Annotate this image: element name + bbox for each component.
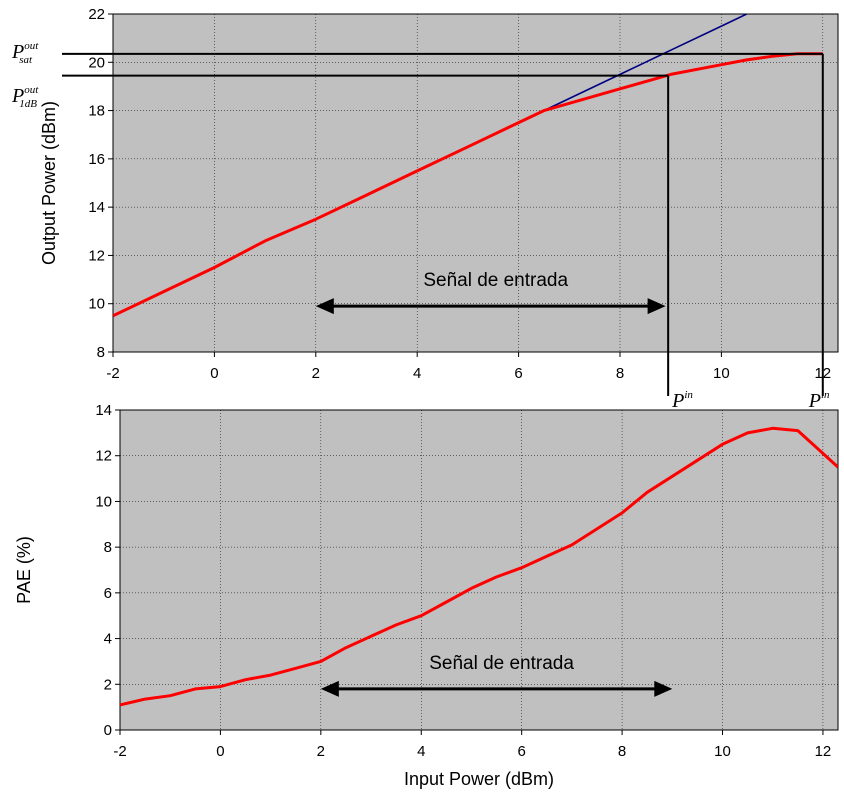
plot-area (119, 409, 839, 731)
pin-1db-label-base: P (671, 390, 684, 412)
arrow-label: Señal de entrada (423, 270, 568, 291)
x-tick-label: 8 (616, 365, 624, 382)
y-tick-label: 6 (104, 585, 112, 602)
pin-1db-label-sup: in (684, 389, 693, 401)
y-tick-label: 14 (88, 199, 105, 216)
x-tick-label: 2 (317, 743, 325, 760)
arrow-head-right (654, 680, 673, 697)
arrow-label: Señal de entrada (429, 653, 574, 674)
x-tick-label: 12 (815, 743, 832, 760)
psat-label-sup: out (24, 40, 39, 52)
x-tick-label: -2 (106, 365, 119, 382)
y-tick-label: 10 (88, 296, 105, 313)
x-axis-label: Input Power (dBm) (404, 769, 554, 789)
x-tick-label: 4 (413, 365, 421, 382)
x-tick-label: -2 (113, 743, 126, 760)
x-tick-label: 8 (618, 743, 626, 760)
x-tick-label: 0 (216, 743, 224, 760)
y-tick-label: 12 (95, 448, 112, 465)
y-tick-label: 20 (88, 54, 105, 71)
pin-1db-label: Pin (671, 389, 693, 412)
y-tick-label: 16 (88, 151, 105, 168)
x-tick-label: 10 (713, 365, 730, 382)
y-tick-label: 12 (88, 247, 105, 264)
y-tick-label: 10 (95, 493, 112, 510)
series-line (113, 52, 823, 318)
pin-sat-label: Pin (808, 389, 830, 412)
plot-area (112, 13, 839, 353)
y-tick-label: 2 (104, 676, 112, 693)
p1db-label-sub: 1dB (19, 98, 37, 110)
series-line (120, 426, 838, 707)
psat-label-base: P (11, 41, 24, 63)
x-tick-label: 10 (714, 743, 731, 760)
x-tick-label: 4 (417, 743, 425, 760)
arrow-head-right (647, 298, 666, 315)
psat-label: Pout sat (11, 40, 39, 66)
pin-sat-label-sup: in (821, 389, 830, 401)
x-tick-label: 6 (514, 365, 522, 382)
y-tick-label: 0 (104, 722, 112, 739)
arrow-head-left (315, 298, 334, 315)
y-tick-label: 8 (104, 539, 112, 556)
p1db-label: Pout 1dB (11, 84, 39, 110)
arrow-head-left (320, 680, 339, 697)
y-tick-label: 22 (88, 6, 105, 23)
y-axis-label: PAE (%) (14, 536, 34, 604)
pin-sat-label-base: P (808, 390, 821, 412)
y-axis-label: Output Power (dBm) (39, 101, 59, 265)
y-tick-label: 4 (104, 631, 112, 648)
y-tick-label: 18 (88, 103, 105, 120)
series-line (543, 14, 748, 112)
p1db-label-base: P (11, 85, 24, 107)
p1db-label-sup: out (24, 84, 39, 96)
psat-label-sub: sat (19, 54, 33, 66)
y-tick-label: 8 (97, 344, 105, 361)
x-tick-label: 2 (312, 365, 320, 382)
x-tick-label: 6 (518, 743, 526, 760)
y-tick-label: 14 (95, 402, 112, 419)
x-tick-label: 0 (210, 365, 218, 382)
